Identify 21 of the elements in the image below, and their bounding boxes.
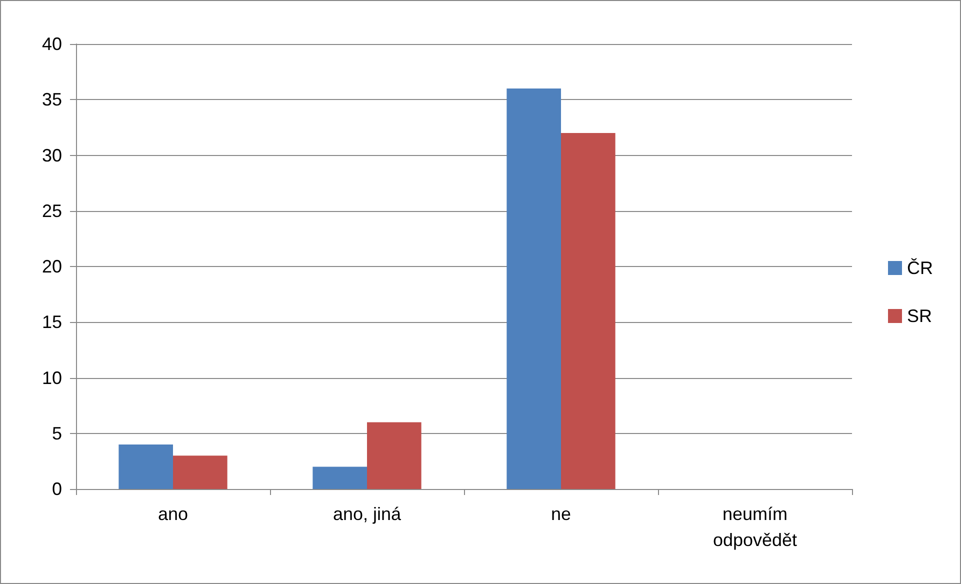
x-tick-label: ano, jiná <box>332 504 402 524</box>
y-tick-label: 35 <box>42 90 62 110</box>
legend-label: SR <box>907 306 932 326</box>
bar <box>367 422 422 489</box>
bar <box>173 456 228 489</box>
x-tick-label: ano <box>158 504 188 524</box>
y-tick-label: 20 <box>42 256 62 276</box>
y-tick-label: 0 <box>52 479 62 499</box>
legend-label: ČR <box>907 258 933 278</box>
bar <box>118 444 173 489</box>
y-tick-label: 5 <box>52 423 62 444</box>
x-tick-label: neumím odpovědět <box>712 504 798 550</box>
y-tick-label: 25 <box>42 200 62 221</box>
bar <box>312 466 367 489</box>
bar <box>561 133 616 489</box>
x-tick-label: ne <box>550 504 572 524</box>
y-tick-label: 15 <box>42 312 62 332</box>
y-tick-label: 10 <box>42 368 62 388</box>
y-tick-label: 30 <box>42 145 62 166</box>
bar <box>506 88 561 489</box>
y-tick-label: 40 <box>42 34 62 54</box>
